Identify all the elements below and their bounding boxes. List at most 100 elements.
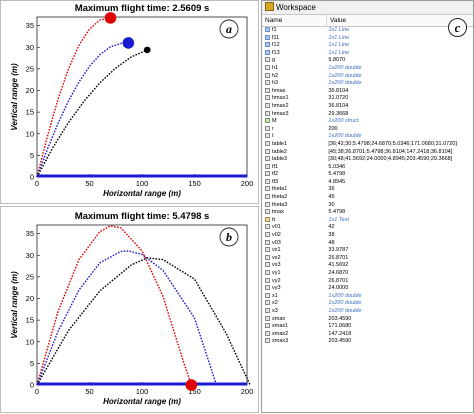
variable-row[interactable]: vy2 26.8701 — [262, 277, 473, 286]
variable-name-text: theta1 — [272, 186, 288, 193]
variable-name: x1 — [262, 292, 325, 301]
variable-row[interactable]: vy1 24.6870 — [262, 270, 473, 278]
projectile-marker — [185, 379, 198, 391]
variable-type-icon — [265, 216, 270, 222]
panel-badge-a: a — [226, 22, 232, 36]
variable-row[interactable]: theta3 30 — [262, 201, 473, 210]
variable-name: theta1 — [262, 186, 325, 194]
variable-type-icon — [265, 186, 270, 192]
variable-row[interactable]: M 1x200 struct — [262, 118, 473, 126]
variable-row[interactable]: hmax2 36.8104 — [262, 102, 473, 111]
variable-type-icon — [265, 125, 270, 131]
variable-value: 1x1 Line — [328, 34, 350, 41]
variable-row[interactable]: r 200 — [262, 125, 473, 134]
variable-row[interactable]: x2 1x200 double — [262, 300, 473, 308]
variable-row[interactable]: tmax 5.4798 — [262, 209, 473, 217]
variable-row[interactable]: tt 1x1 Text — [262, 216, 473, 225]
variable-row[interactable]: vx2 26.8701 — [262, 254, 473, 263]
variable-row[interactable]: f1 1x1 Line — [262, 27, 473, 35]
variable-type-icon — [265, 209, 270, 215]
variable-row[interactable]: table1 [36;42;30;5.4798;24.6870;5.0346;17… — [262, 140, 473, 149]
chart-title: Maximum flight time: 5.4798 s — [75, 211, 210, 222]
projectile-marker — [122, 37, 135, 49]
x-tick-label: 150 — [188, 179, 201, 188]
variable-row[interactable]: t 1x200 double — [262, 133, 473, 141]
variable-row[interactable]: table2 [45;38;26.8701;5.4798;36.8104;147.… — [262, 148, 473, 157]
y-axis-label: Vertical range (m) — [10, 63, 19, 131]
trajectory-0 — [36, 17, 111, 178]
variable-row[interactable]: theta2 45 — [262, 194, 473, 202]
workspace-icon — [265, 2, 274, 11]
variable-row[interactable]: hmax 36.8104 — [262, 87, 473, 96]
y-axis-label: Vertical range (m) — [10, 271, 19, 339]
variable-row[interactable]: h1 1x200 double — [262, 64, 473, 73]
trajectory-2 — [36, 257, 251, 386]
variable-type-icon — [265, 323, 270, 329]
y-tick-label: 5 — [30, 359, 34, 368]
variable-value: 1x200 double — [328, 72, 362, 79]
variable-row[interactable]: x1 1x200 double — [262, 292, 473, 301]
column-header-name[interactable]: Name — [262, 15, 327, 26]
variable-name: table1 — [262, 140, 325, 149]
variable-name-text: hmax — [272, 87, 286, 94]
variable-row[interactable]: vx3 41.5692 — [262, 262, 473, 270]
variable-row[interactable]: tf3 4.8945 — [262, 178, 473, 187]
variable-name: tmax — [262, 209, 325, 217]
y-tick-label: 30 — [26, 251, 34, 260]
variable-row[interactable]: h2 1x200 double — [262, 72, 473, 81]
variable-type-icon — [265, 57, 270, 63]
variable-value: 24.0000 — [328, 285, 349, 292]
y-tick-label: 0 — [30, 173, 34, 182]
variable-row[interactable]: table3 [30;48;41.5692;24.0000;4.8945;203.… — [262, 156, 473, 164]
variable-name-text: h2 — [272, 72, 279, 79]
variable-name-text: tt — [272, 216, 276, 223]
variable-name: hmax1 — [262, 95, 325, 103]
variable-row[interactable]: v01 42 — [262, 224, 473, 232]
variable-row[interactable]: xmax2 147.2418 — [262, 330, 473, 339]
variable-row[interactable]: xmax1 171.0680 — [262, 323, 473, 331]
workspace-title: Workspace — [276, 3, 316, 12]
variable-name: g — [262, 57, 325, 65]
variable-name-text: f11 — [272, 34, 280, 41]
variable-value: 1x200 double — [328, 307, 362, 314]
variable-value: 41.5692 — [328, 262, 349, 269]
y-tick-label: 10 — [26, 129, 34, 138]
variable-name-text: vx2 — [272, 254, 281, 261]
variable-row[interactable]: v03 48 — [262, 239, 473, 248]
variable-row[interactable]: vx1 33.9787 — [262, 247, 473, 255]
variable-type-icon — [265, 224, 270, 230]
variable-row[interactable]: xmax 203.4590 — [262, 315, 473, 324]
variable-name-text: f1 — [272, 27, 277, 33]
x-tick-label: 200 — [241, 179, 254, 188]
variable-row[interactable]: hmax3 29.3668 — [262, 110, 473, 119]
workspace-panel: Workspace Name Value f1 1x1 Line f11 1x1 Li… — [261, 0, 474, 413]
y-tick-label: 20 — [26, 86, 34, 95]
variable-name: vx1 — [262, 247, 325, 255]
variable-row[interactable]: xmax3 203.4590 — [262, 338, 473, 346]
figure-panel-a: Maximum flight time: 2.5609 s 0 5 10 15 20 25 3… — [0, 0, 259, 204]
variable-row[interactable]: x3 1x200 double — [262, 307, 473, 316]
variable-row[interactable]: h3 1x200 double — [262, 80, 473, 88]
variable-name: theta2 — [262, 194, 325, 202]
variable-row[interactable]: f13 1x1 Line — [262, 49, 473, 58]
variable-type-icon — [265, 72, 270, 78]
column-header-value[interactable]: Value — [330, 17, 347, 24]
variable-row[interactable]: f12 1x1 Line — [262, 42, 473, 50]
variable-row[interactable]: v02 38 — [262, 232, 473, 240]
variable-row[interactable]: g 9.8070 — [262, 57, 473, 65]
variable-name-text: xmax2 — [272, 330, 289, 337]
variable-row[interactable]: theta1 36 — [262, 186, 473, 194]
x-tick-label: 200 — [241, 387, 254, 396]
variable-name-text: r — [272, 125, 274, 132]
variable-row[interactable]: vy3 24.0000 — [262, 285, 473, 293]
y-tick-label: 0 — [30, 381, 34, 390]
variable-row[interactable]: tf1 5.0346 — [262, 163, 473, 172]
variable-name-text: v02 — [272, 232, 281, 239]
variable-type-icon — [265, 27, 270, 32]
variable-row[interactable]: hmax1 31.0720 — [262, 95, 473, 103]
variable-value: 203.4590 — [328, 315, 352, 322]
variable-row[interactable]: tf2 5.4798 — [262, 171, 473, 179]
variable-value: 1x200 double — [328, 64, 362, 71]
variable-row[interactable]: f11 1x1 Line — [262, 34, 473, 43]
variable-name-text: tf3 — [272, 178, 279, 185]
